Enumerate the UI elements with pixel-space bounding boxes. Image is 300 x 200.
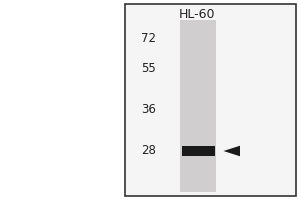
- Text: 72: 72: [141, 32, 156, 46]
- FancyBboxPatch shape: [182, 146, 214, 156]
- FancyBboxPatch shape: [124, 4, 296, 196]
- FancyBboxPatch shape: [180, 20, 216, 192]
- Text: 28: 28: [141, 144, 156, 158]
- Text: 36: 36: [141, 103, 156, 116]
- Polygon shape: [224, 146, 240, 156]
- Text: HL-60: HL-60: [178, 7, 215, 21]
- Text: 55: 55: [141, 62, 156, 74]
